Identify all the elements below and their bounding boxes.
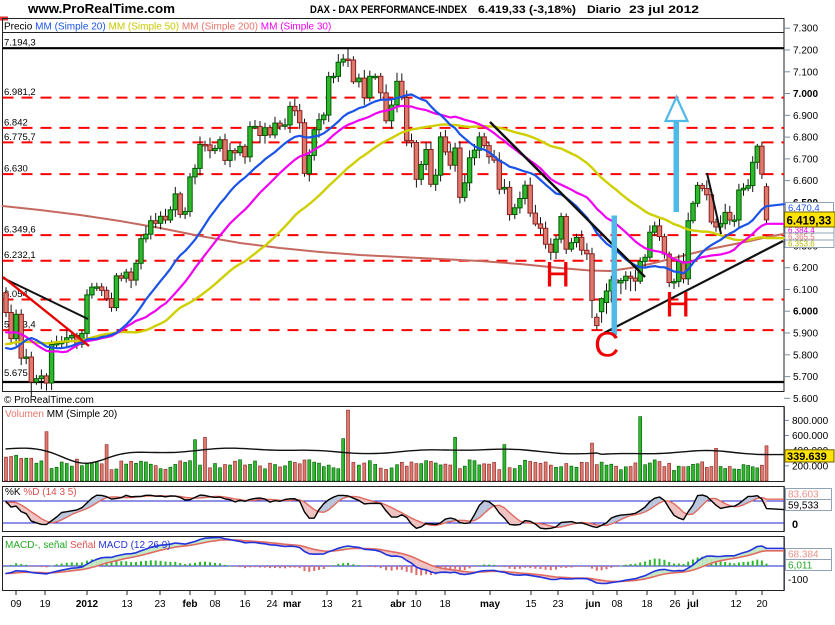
svg-text:6.349,6: 6.349,6 xyxy=(4,225,36,236)
svg-text:7.000: 7.000 xyxy=(793,89,818,100)
svg-text:H: H xyxy=(545,256,570,295)
svg-text:6.800: 6.800 xyxy=(793,133,818,144)
svg-text:jun: jun xyxy=(585,599,601,610)
svg-text:83.603: 83.603 xyxy=(788,490,819,501)
svg-text:www.ProRealTime.com: www.ProRealTime.com xyxy=(27,2,175,16)
svg-text:13: 13 xyxy=(321,599,333,610)
svg-text:6.981,2: 6.981,2 xyxy=(4,87,36,98)
svg-text:6.700: 6.700 xyxy=(793,154,818,165)
svg-text:may: may xyxy=(480,599,500,610)
svg-text:Precio MM (Simple 20) MM (Simp: Precio MM (Simple 20) MM (Simple 50) MM … xyxy=(4,22,331,33)
svg-text:26: 26 xyxy=(669,599,681,610)
svg-text:MACD-, señal Señal MACD (12 26: MACD-, señal Señal MACD (12 26 9) xyxy=(5,540,171,551)
svg-text:Volumen MM (Simple 20): Volumen MM (Simple 20) xyxy=(5,409,117,420)
svg-text:5.600: 5.600 xyxy=(793,394,818,405)
svg-text:jul: jul xyxy=(686,599,699,610)
svg-text:6,011: 6,011 xyxy=(788,561,813,572)
svg-text:abr: abr xyxy=(390,599,406,610)
svg-text:6.419,33: 6.419,33 xyxy=(787,216,832,228)
svg-text:7.300: 7.300 xyxy=(793,24,818,35)
svg-text:18: 18 xyxy=(439,599,451,610)
svg-text:5.900: 5.900 xyxy=(793,329,818,340)
svg-text:18: 18 xyxy=(641,599,653,610)
svg-text:08: 08 xyxy=(611,599,623,610)
svg-text:5.675: 5.675 xyxy=(4,368,28,379)
svg-text:Diario: Diario xyxy=(587,4,621,16)
svg-text:10: 10 xyxy=(410,599,422,610)
svg-text:16: 16 xyxy=(239,599,251,610)
svg-text:6.600: 6.600 xyxy=(793,176,818,187)
svg-text:%K %D (14 3 5): %K %D (14 3 5) xyxy=(5,487,77,498)
svg-text:800.000: 800.000 xyxy=(792,416,829,427)
svg-text:7.100: 7.100 xyxy=(793,67,818,78)
svg-text:23: 23 xyxy=(552,599,564,610)
svg-text:5.700: 5.700 xyxy=(793,372,818,383)
svg-text:7.200: 7.200 xyxy=(793,46,818,57)
svg-text:23 jul 2012: 23 jul 2012 xyxy=(629,4,699,16)
svg-text:6.419,33 (-3,18%): 6.419,33 (-3,18%) xyxy=(478,4,576,16)
svg-text:15: 15 xyxy=(525,599,537,610)
svg-text:7.194,3: 7.194,3 xyxy=(4,38,36,49)
svg-text:6.775,7: 6.775,7 xyxy=(4,132,36,143)
svg-text:13: 13 xyxy=(121,599,133,610)
svg-text:08: 08 xyxy=(209,599,221,610)
svg-text:19: 19 xyxy=(39,599,51,610)
svg-text:6.842: 6.842 xyxy=(4,117,28,128)
svg-text:6.630: 6.630 xyxy=(4,164,28,175)
svg-text:12: 12 xyxy=(730,599,742,610)
svg-text:23: 23 xyxy=(154,599,166,610)
svg-text:C: C xyxy=(594,326,619,365)
svg-text:2012: 2012 xyxy=(76,599,99,610)
svg-text:6.900: 6.900 xyxy=(793,111,818,122)
svg-text:-100: -100 xyxy=(788,575,808,586)
svg-text:6.000: 6.000 xyxy=(793,307,818,318)
svg-text:339.639: 339.639 xyxy=(787,451,827,463)
svg-text:mar: mar xyxy=(283,599,301,610)
svg-text:DAX - DAX PERFORMANCE-INDEX: DAX - DAX PERFORMANCE-INDEX xyxy=(310,4,468,16)
svg-text:24: 24 xyxy=(266,599,278,610)
svg-text:21: 21 xyxy=(351,599,363,610)
svg-text:20: 20 xyxy=(756,599,768,610)
svg-text:H: H xyxy=(665,286,690,325)
svg-text:6.200: 6.200 xyxy=(793,263,818,274)
svg-text:09: 09 xyxy=(10,599,22,610)
svg-text:© ProRealTime.com: © ProRealTime.com xyxy=(4,395,94,406)
svg-text:5.800: 5.800 xyxy=(793,350,818,361)
svg-text:6.353,6: 6.353,6 xyxy=(788,240,815,249)
svg-text:68.384: 68.384 xyxy=(788,550,819,561)
svg-text:feb: feb xyxy=(183,599,198,610)
svg-text:6.100: 6.100 xyxy=(793,285,818,296)
svg-text:0: 0 xyxy=(792,519,798,531)
svg-text:59,533: 59,533 xyxy=(788,501,819,512)
svg-text:600.000: 600.000 xyxy=(792,431,829,442)
svg-text:6.232,1: 6.232,1 xyxy=(4,250,36,261)
